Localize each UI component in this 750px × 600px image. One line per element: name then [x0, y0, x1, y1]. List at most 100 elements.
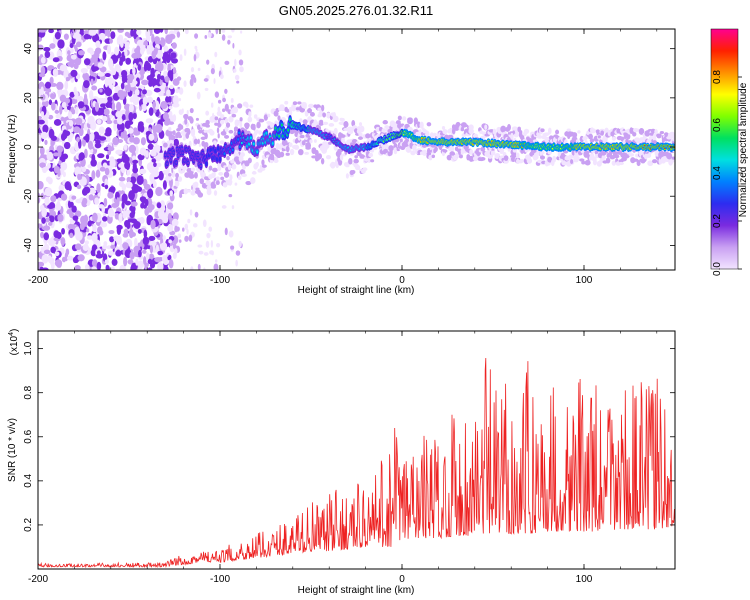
- heatmap-cell: [117, 89, 125, 98]
- heatmap-cell: [50, 195, 57, 203]
- heatmap-cell: [370, 159, 375, 163]
- heatmap-cell: [292, 101, 298, 106]
- heatmap-cell: [240, 151, 245, 158]
- x-tick-label: -100: [210, 275, 230, 286]
- heatmap-cell: [89, 189, 97, 194]
- heatmap-cell: [167, 63, 171, 70]
- heatmap-cell: [151, 158, 157, 163]
- heatmap-cell: [194, 172, 198, 179]
- x-tick-label: 0: [399, 574, 405, 585]
- heatmap-cell: [67, 223, 76, 230]
- heatmap-cell: [38, 261, 45, 267]
- heatmap-cell: [92, 212, 98, 223]
- heatmap-cell: [325, 154, 332, 160]
- colorbar-label: Normalized spectral amplitude: [738, 82, 749, 217]
- heatmap-cell: [651, 159, 658, 164]
- snr-multiplier-close: ): [9, 329, 20, 332]
- heatmap-cell: [158, 170, 164, 181]
- heatmap-cell: [167, 213, 172, 220]
- heatmap-cell: [339, 154, 344, 161]
- heatmap-cell: [82, 243, 89, 252]
- heatmap-cell: [142, 249, 147, 254]
- heatmap-cell: [287, 128, 290, 132]
- heatmap-cell: [271, 142, 274, 145]
- heatmap-cell: [87, 140, 94, 150]
- heatmap-cell: [298, 148, 304, 156]
- heatmap-cell: [175, 226, 180, 232]
- heatmap-cell: [49, 43, 56, 49]
- heatmap-cell: [397, 115, 402, 121]
- heatmap-cell: [38, 36, 42, 43]
- heatmap-cell: [260, 167, 266, 171]
- heatmap-cell: [354, 164, 361, 171]
- heatmap-cell: [136, 29, 142, 36]
- heatmap-cell: [258, 118, 265, 123]
- heatmap-cell: [205, 124, 210, 128]
- heatmap-cell: [490, 150, 496, 156]
- heatmap-cell: [124, 31, 130, 37]
- heatmap-cell: [116, 158, 123, 163]
- heatmap-cell: [215, 176, 220, 181]
- heatmap-cell: [52, 57, 60, 63]
- heatmap-cell: [206, 232, 211, 239]
- heatmap-cell: [94, 197, 100, 205]
- heatmap-cell: [142, 96, 148, 106]
- heatmap-cell: [457, 148, 462, 156]
- heatmap-cell: [213, 190, 218, 196]
- heatmap-cell: [41, 254, 49, 264]
- heatmap-cell: [197, 153, 200, 157]
- heatmap-cell: [251, 171, 257, 175]
- heatmap-cell: [82, 197, 88, 205]
- heatmap-cell: [412, 144, 417, 151]
- heatmap-cell: [43, 232, 50, 241]
- heatmap-cell: [163, 258, 169, 266]
- heatmap-cell: [326, 112, 331, 119]
- heatmap-cell: [119, 56, 126, 62]
- heatmap-cell: [74, 258, 79, 264]
- heatmap-cell: [137, 260, 144, 270]
- heatmap-cell: [611, 160, 617, 166]
- heatmap-cell: [173, 187, 178, 193]
- heatmap-cell: [178, 109, 184, 115]
- heatmap-cell: [431, 154, 436, 159]
- heatmap-cell: [39, 146, 45, 156]
- heatmap-cell: [188, 173, 195, 179]
- heatmap-cell: [281, 139, 288, 146]
- heatmap-cell: [55, 202, 62, 211]
- colorbar: 0.00.20.40.60.8 Normalized spectral ampl…: [710, 28, 749, 276]
- heatmap-cell: [164, 75, 170, 83]
- heatmap-cell: [57, 213, 64, 222]
- heatmap-cell: [190, 167, 196, 172]
- heatmap-cell: [209, 130, 215, 136]
- heatmap-cell: [178, 98, 182, 102]
- heatmap-cell: [70, 106, 75, 113]
- heatmap-cell: [219, 140, 225, 145]
- heatmap-cell: [214, 91, 220, 98]
- heatmap-cell: [137, 123, 142, 132]
- heatmap-cell: [407, 117, 413, 122]
- heatmap-cell: [189, 117, 194, 124]
- heatmap-cell: [511, 154, 516, 161]
- heatmap-cell: [197, 67, 201, 71]
- heatmap-cell: [148, 107, 154, 116]
- heatmap-cell: [213, 263, 219, 270]
- heatmap-cell: [426, 122, 432, 127]
- heatmap-cell: [237, 103, 243, 109]
- heatmap-cell: [94, 101, 100, 112]
- heatmap-cell: [118, 176, 126, 182]
- heatmap-cell: [56, 81, 64, 91]
- heatmap-cell: [74, 265, 81, 270]
- heatmap-cell: [109, 186, 116, 193]
- heatmap-cell: [214, 149, 217, 153]
- heatmap-cell: [92, 224, 97, 233]
- heatmap-cell: [46, 151, 54, 161]
- heatmap-cell: [284, 100, 289, 105]
- heatmap-cell: [322, 112, 327, 118]
- heatmap-cell: [101, 97, 108, 104]
- heatmap-cell: [228, 116, 234, 123]
- heatmap-cell: [117, 29, 124, 33]
- heatmap-cell: [157, 250, 164, 256]
- heatmap-cell: [107, 58, 114, 69]
- heatmap-cell: [40, 66, 46, 76]
- heatmap-cell: [124, 219, 130, 228]
